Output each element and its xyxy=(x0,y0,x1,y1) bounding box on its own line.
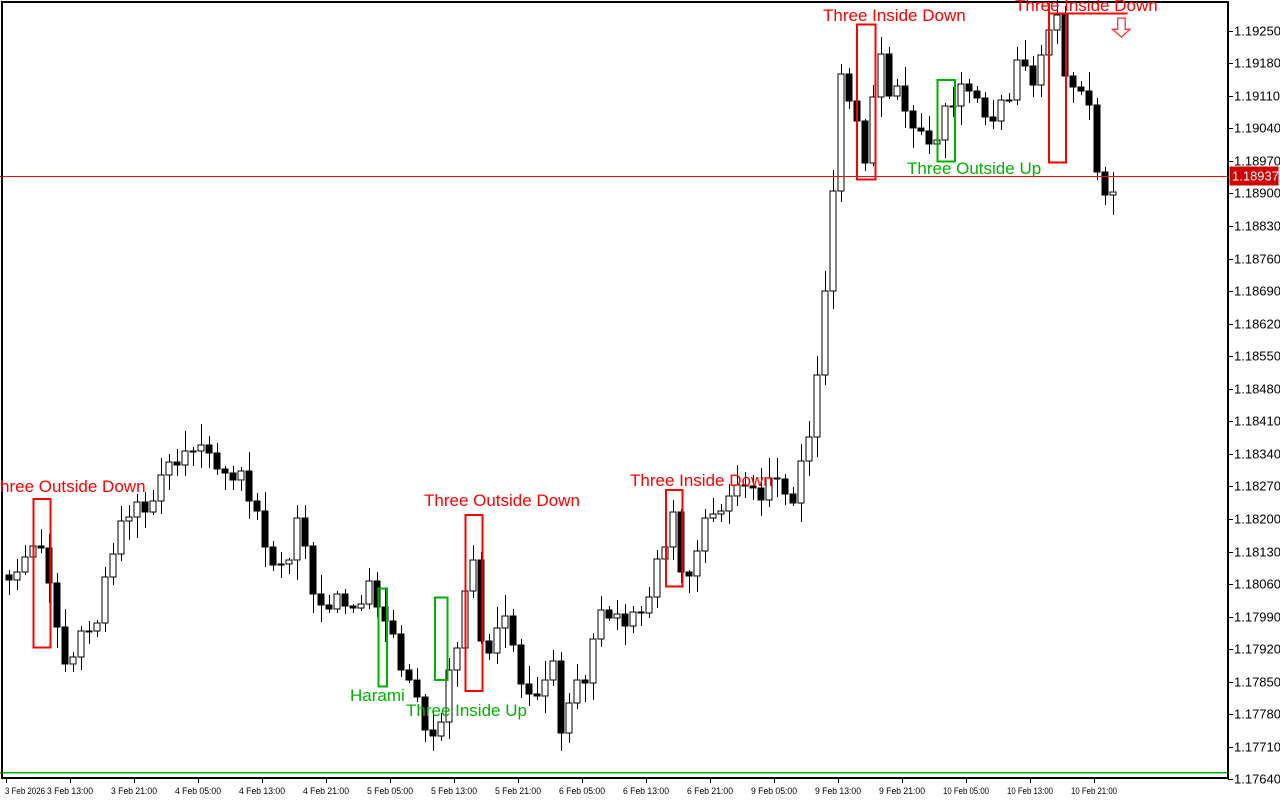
svg-text:1.17780: 1.17780 xyxy=(1234,707,1280,722)
svg-text:Harami: Harami xyxy=(350,686,405,705)
svg-text:5 Feb 05:00: 5 Feb 05:00 xyxy=(367,786,413,796)
svg-text:Three Inside Down: Three Inside Down xyxy=(630,471,773,490)
svg-text:1.18970: 1.18970 xyxy=(1234,154,1280,169)
svg-text:10 Feb 13:00: 10 Feb 13:00 xyxy=(1007,786,1053,796)
svg-text:1.18130: 1.18130 xyxy=(1234,545,1280,560)
svg-text:9 Feb 05:00: 9 Feb 05:00 xyxy=(751,786,797,796)
svg-text:1.18340: 1.18340 xyxy=(1234,447,1280,462)
svg-text:10 Feb 05:00: 10 Feb 05:00 xyxy=(943,786,989,796)
svg-text:1.18410: 1.18410 xyxy=(1234,414,1280,429)
svg-text:1.18480: 1.18480 xyxy=(1234,382,1280,397)
svg-text:3 Feb 21:00: 3 Feb 21:00 xyxy=(111,786,157,796)
svg-text:6 Feb 05:00: 6 Feb 05:00 xyxy=(559,786,605,796)
svg-text:1.18550: 1.18550 xyxy=(1234,349,1280,364)
svg-text:6 Feb 21:00: 6 Feb 21:00 xyxy=(687,786,733,796)
svg-text:1.19180: 1.19180 xyxy=(1234,56,1280,71)
svg-text:1.18830: 1.18830 xyxy=(1234,219,1280,234)
svg-text:1.17710: 1.17710 xyxy=(1234,740,1280,755)
svg-text:10 Feb 21:00: 10 Feb 21:00 xyxy=(1071,786,1117,796)
svg-text:5 Feb 21:00: 5 Feb 21:00 xyxy=(495,786,541,796)
svg-text:1.18690: 1.18690 xyxy=(1234,284,1280,299)
svg-text:3 Feb 13:00: 3 Feb 13:00 xyxy=(47,786,93,796)
svg-text:hree Outside Down: hree Outside Down xyxy=(0,477,146,496)
svg-text:1.19250: 1.19250 xyxy=(1234,24,1280,39)
svg-text:Three Outside Up: Three Outside Up xyxy=(907,159,1041,178)
svg-text:6 Feb 13:00: 6 Feb 13:00 xyxy=(623,786,669,796)
svg-text:1.18200: 1.18200 xyxy=(1234,512,1280,527)
svg-text:1.18620: 1.18620 xyxy=(1234,317,1280,332)
svg-text:1.17640: 1.17640 xyxy=(1234,772,1280,787)
svg-text:1.18060: 1.18060 xyxy=(1234,577,1280,592)
svg-text:Three Inside Up: Three Inside Up xyxy=(406,701,527,720)
svg-text:1.17990: 1.17990 xyxy=(1234,610,1280,625)
svg-text:4 Feb 21:00: 4 Feb 21:00 xyxy=(303,786,349,796)
svg-text:1.18270: 1.18270 xyxy=(1234,479,1280,494)
svg-text:1.19110: 1.19110 xyxy=(1234,89,1280,104)
svg-text:1.17850: 1.17850 xyxy=(1234,675,1280,690)
svg-text:Three Inside Down: Three Inside Down xyxy=(823,6,966,25)
svg-text:3 Feb 2026: 3 Feb 2026 xyxy=(5,786,45,796)
svg-text:4 Feb 05:00: 4 Feb 05:00 xyxy=(175,786,221,796)
svg-text:1.17920: 1.17920 xyxy=(1234,642,1280,657)
svg-text:9 Feb 21:00: 9 Feb 21:00 xyxy=(879,786,925,796)
svg-text:1.18760: 1.18760 xyxy=(1234,252,1280,267)
svg-text:1.18937: 1.18937 xyxy=(1232,169,1279,184)
svg-text:5 Feb 13:00: 5 Feb 13:00 xyxy=(431,786,477,796)
svg-text:1.19040: 1.19040 xyxy=(1234,121,1280,136)
svg-text:1.18900: 1.18900 xyxy=(1234,186,1280,201)
svg-text:4 Feb 13:00: 4 Feb 13:00 xyxy=(239,786,285,796)
svg-text:Three Outside Down: Three Outside Down xyxy=(424,491,580,510)
svg-text:9 Feb 13:00: 9 Feb 13:00 xyxy=(815,786,861,796)
